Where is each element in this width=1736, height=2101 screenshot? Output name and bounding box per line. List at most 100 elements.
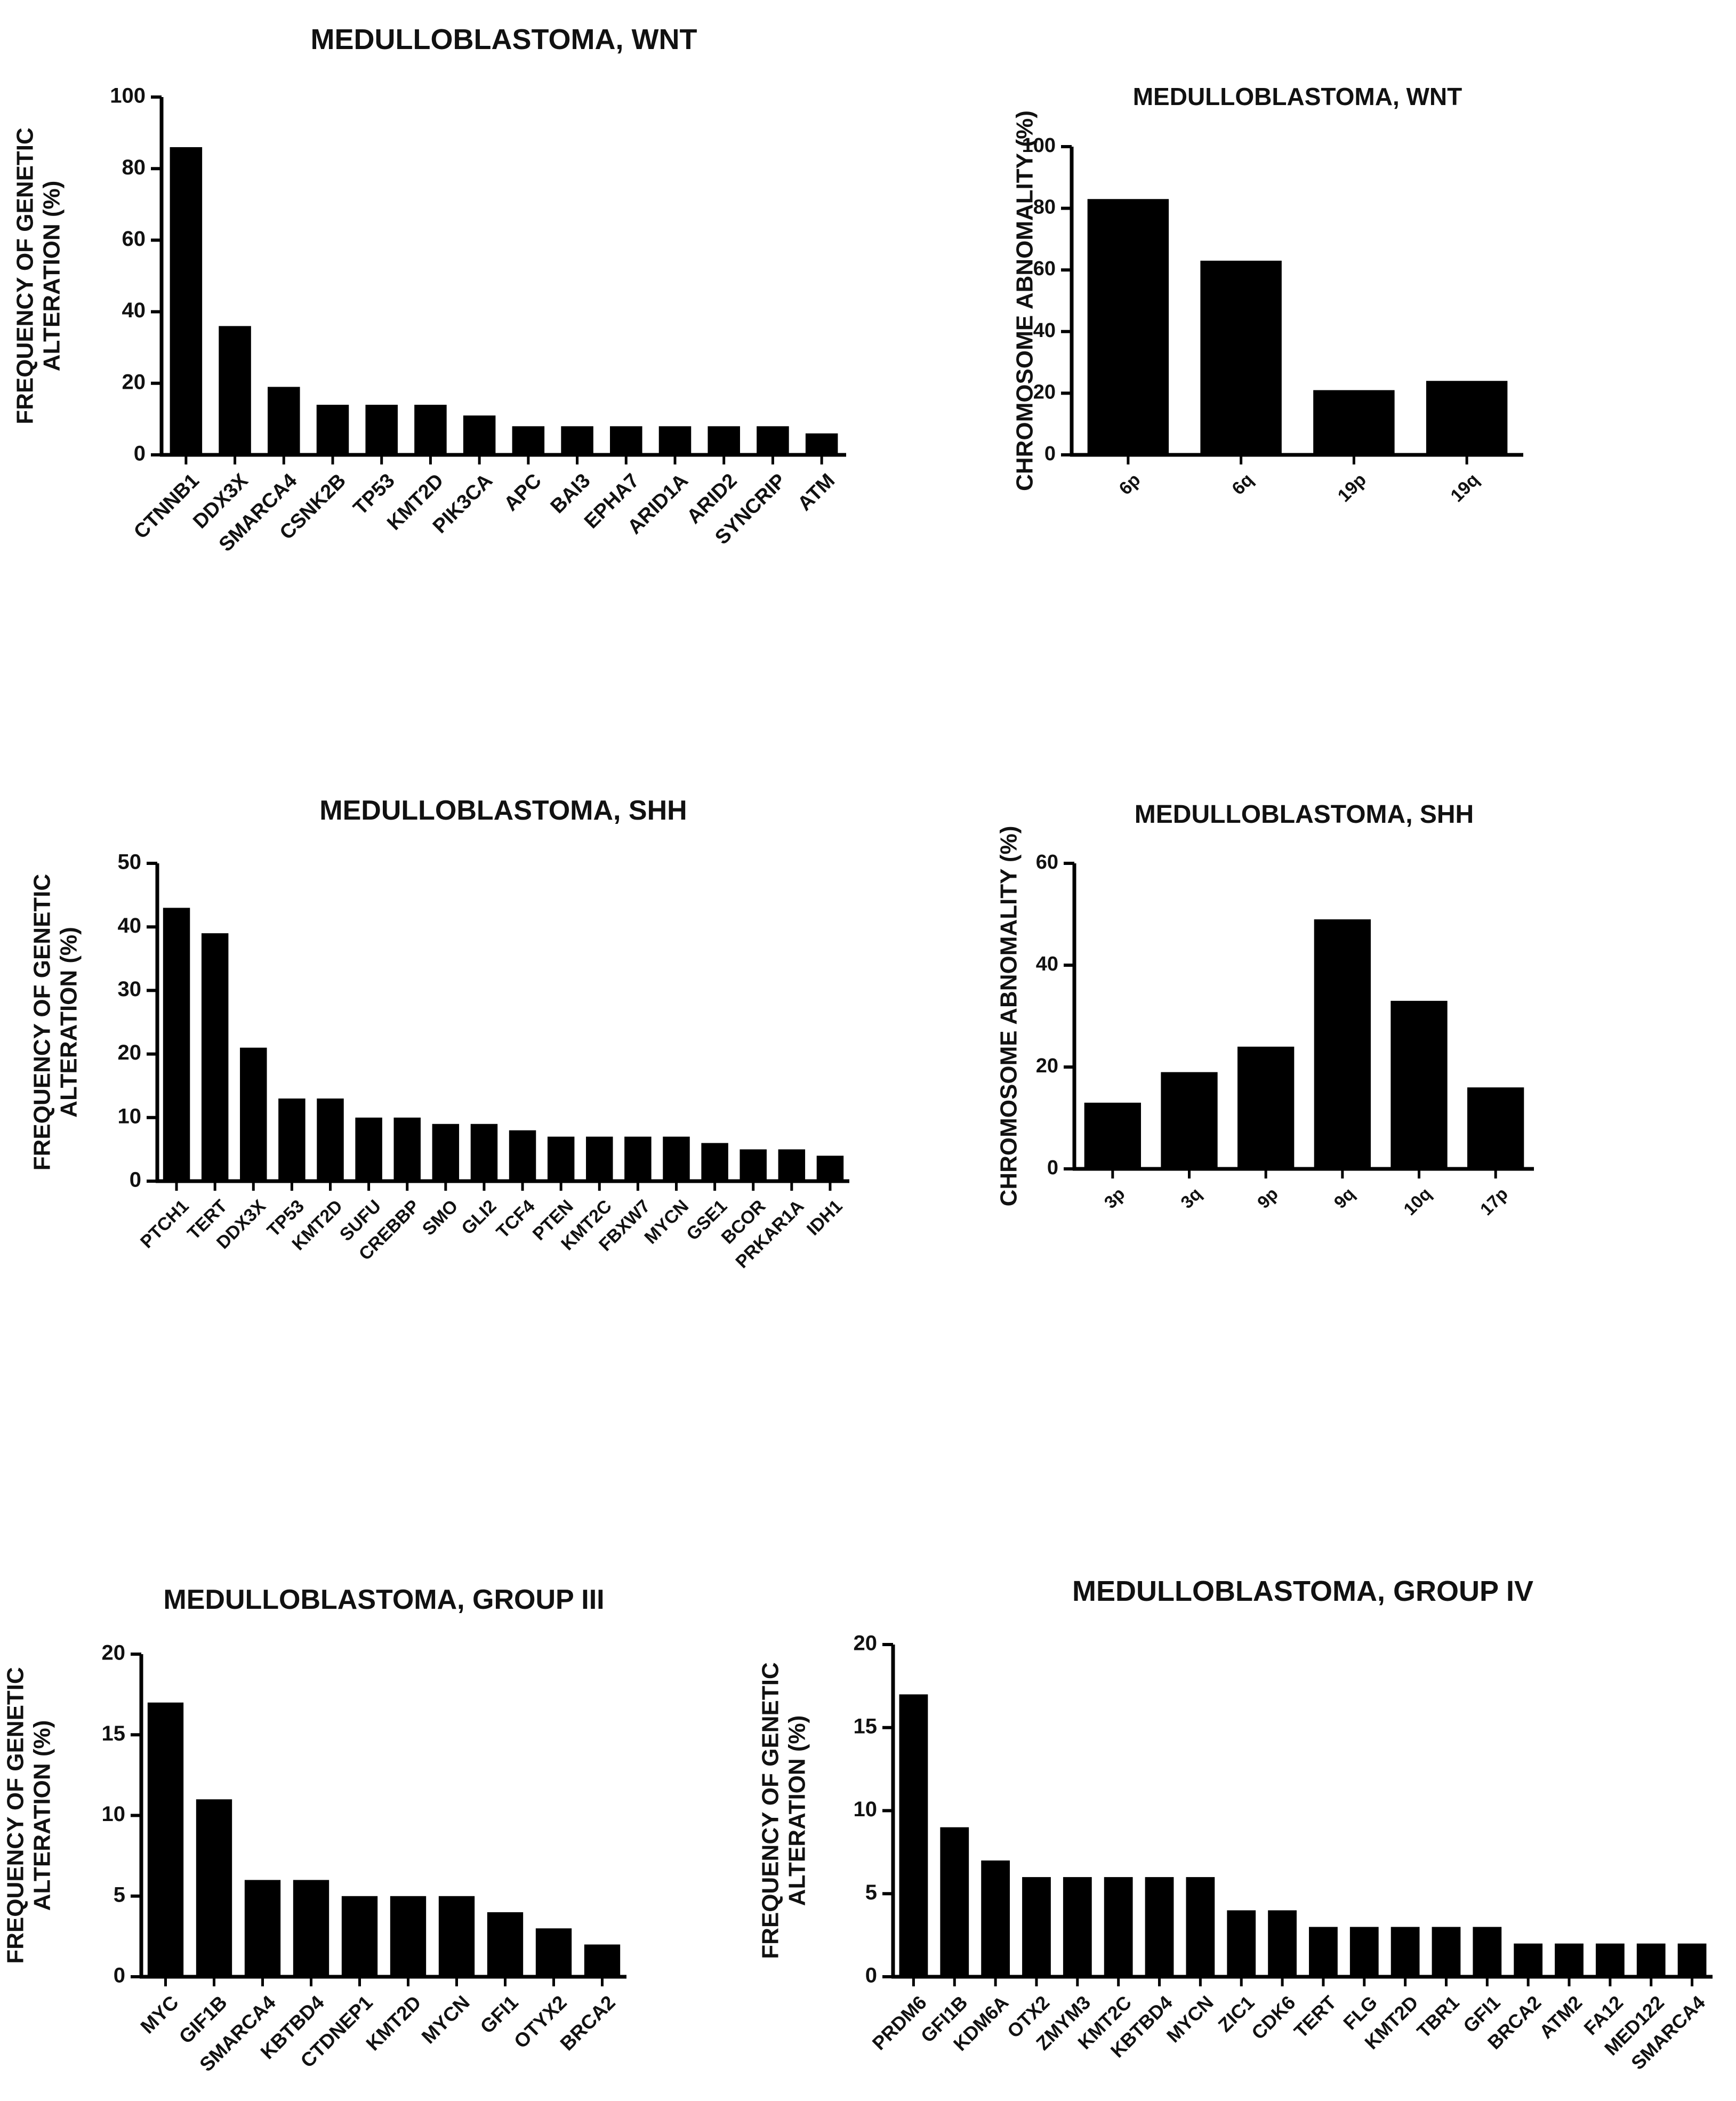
bar-kmt2d <box>414 405 447 455</box>
chart-panel-4: MEDULLOBLASTOMA, SHH CHROMOSOME ABNOMALIT… <box>996 800 1534 1219</box>
chart-title: MEDULLOBLASTOMA, SHH <box>1135 800 1474 829</box>
bar-gse1 <box>701 1143 728 1181</box>
y-tick-label: 0 <box>1047 1157 1058 1179</box>
x-tick-label: PTCH1 <box>136 1196 193 1253</box>
y-tick-label: 15 <box>102 1722 126 1745</box>
y-axis-label: ALTERATION (%) <box>39 181 65 372</box>
x-tick-label: 3q <box>1177 1184 1205 1212</box>
y-axis-label: FREQUENCY OF GENETIC <box>3 1667 29 1964</box>
bar-mycn <box>663 1136 690 1181</box>
bar-tp53 <box>278 1098 306 1181</box>
y-axis-label: CHROMOSOME ABNOMALITY (%) <box>996 826 1022 1207</box>
chart-title: MEDULLOBLASTOMA, WNT <box>1133 83 1462 110</box>
y-tick-label: 0 <box>865 1964 877 1987</box>
y-tick-label: 10 <box>854 1798 878 1821</box>
y-tick-label: 20 <box>102 1641 126 1665</box>
y-tick-label: 80 <box>1033 196 1056 219</box>
bar-brca2 <box>1514 1943 1543 1977</box>
x-tick-label: ATM <box>793 469 839 515</box>
bar-9q <box>1314 919 1371 1169</box>
bar-9p <box>1237 1046 1295 1169</box>
x-tick-label: CTNNB1 <box>130 469 204 543</box>
bar-arid1a <box>658 426 692 455</box>
bar-kbtbd4 <box>1145 1877 1174 1977</box>
y-tick-label: 40 <box>118 914 142 937</box>
x-tick-label: BRCA2 <box>556 1991 620 2055</box>
y-tick-label: 40 <box>1033 319 1056 342</box>
bar-6p <box>1087 199 1169 455</box>
bar-ddx3x <box>240 1047 267 1181</box>
y-tick-label: 20 <box>1033 381 1056 403</box>
bar-kmt2d <box>317 1098 344 1181</box>
bar-gif1b <box>196 1799 232 1977</box>
y-tick-label: 5 <box>865 1881 877 1904</box>
bar-smarca4 <box>244 1880 281 1977</box>
bar-mycn <box>1186 1877 1215 1977</box>
y-axis-label: FREQUENCY OF GENETIC <box>758 1662 784 1959</box>
chart-title: MEDULLOBLASTOMA, GROUP III <box>163 1584 604 1615</box>
y-axis-label: ALTERATION (%) <box>29 1720 55 1911</box>
bar-19q <box>1426 381 1508 455</box>
y-axis-label: FREQUENCY OF GENETIC <box>29 874 55 1171</box>
bar-bai3 <box>561 426 593 455</box>
bar-zmym3 <box>1063 1877 1092 1977</box>
bar-idh1 <box>816 1156 844 1181</box>
bar-kdm6a <box>981 1860 1010 1977</box>
bar-apc <box>512 426 545 455</box>
bar-pten <box>547 1136 575 1181</box>
bar-ctnnb1 <box>170 147 203 455</box>
y-tick-label: 60 <box>1036 851 1058 873</box>
bar-epha7 <box>610 426 642 455</box>
x-tick-label: 17p <box>1476 1184 1512 1219</box>
y-tick-label: 40 <box>122 299 146 322</box>
y-tick-label: 0 <box>130 1168 141 1192</box>
x-tick-label: KMT2D <box>362 1991 425 2055</box>
bar-ctdnep1 <box>341 1896 378 1977</box>
bar-syncrip <box>757 426 789 455</box>
x-tick-label: 9q <box>1330 1184 1358 1212</box>
bar-kmt2c <box>586 1136 613 1181</box>
y-tick-label: 20 <box>854 1632 878 1655</box>
y-axis-label: ALTERATION (%) <box>56 927 82 1118</box>
y-tick-label: 10 <box>102 1802 126 1826</box>
y-axis-label: ALTERATION (%) <box>784 1715 810 1906</box>
bar-brca2 <box>584 1944 621 1977</box>
y-tick-label: 20 <box>118 1041 142 1064</box>
bar-tbr1 <box>1432 1927 1461 1977</box>
chart-panel-6: MEDULLOBLASTOMA, GROUP IV FREQUENCY OF GE… <box>758 1575 1713 2074</box>
bar-myc <box>147 1702 184 1977</box>
bar-gfi1 <box>1473 1927 1502 1977</box>
y-tick-label: 20 <box>1036 1055 1058 1077</box>
y-tick-label: 40 <box>1036 953 1058 975</box>
bar-kmt2c <box>1104 1877 1133 1977</box>
chart-title: MEDULLOBLASTOMA, WNT <box>311 23 697 55</box>
y-tick-label: 50 <box>118 851 142 874</box>
bar-mycn <box>438 1896 475 1977</box>
bar-fbxw7 <box>624 1136 652 1181</box>
bar-kmt2d <box>390 1896 427 1977</box>
bar-fa12 <box>1595 1943 1625 1977</box>
x-tick-label: MYCN <box>1162 1991 1218 2047</box>
bar-crebbp <box>393 1117 421 1181</box>
bar-tert <box>201 933 229 1181</box>
x-tick-label: 19p <box>1334 470 1370 506</box>
bar-ddx3x <box>219 326 251 455</box>
bar-smarca4 <box>1677 1943 1707 1977</box>
y-tick-label: 60 <box>1033 258 1056 280</box>
chart-panel-2: MEDULLOBLASTOMA, WNT CHROMOSOME ABNOMALIT… <box>1012 83 1523 506</box>
y-tick-label: 15 <box>854 1714 878 1738</box>
bar-kbtbd4 <box>293 1880 329 1977</box>
y-tick-label: 20 <box>122 370 146 394</box>
bar-3p <box>1084 1102 1141 1169</box>
x-tick-label: PRDM6 <box>868 1991 931 2054</box>
x-tick-label: MYCN <box>417 1991 474 2048</box>
x-tick-label: CDK6 <box>1247 1991 1299 2043</box>
bar-smo <box>432 1124 460 1181</box>
y-tick-label: 0 <box>1044 443 1056 465</box>
bar-tert <box>1309 1927 1338 1977</box>
bar-smarca4 <box>268 387 300 455</box>
x-tick-label: 9p <box>1253 1184 1282 1212</box>
bar-6q <box>1200 260 1282 455</box>
x-tick-label: 3p <box>1100 1184 1128 1212</box>
